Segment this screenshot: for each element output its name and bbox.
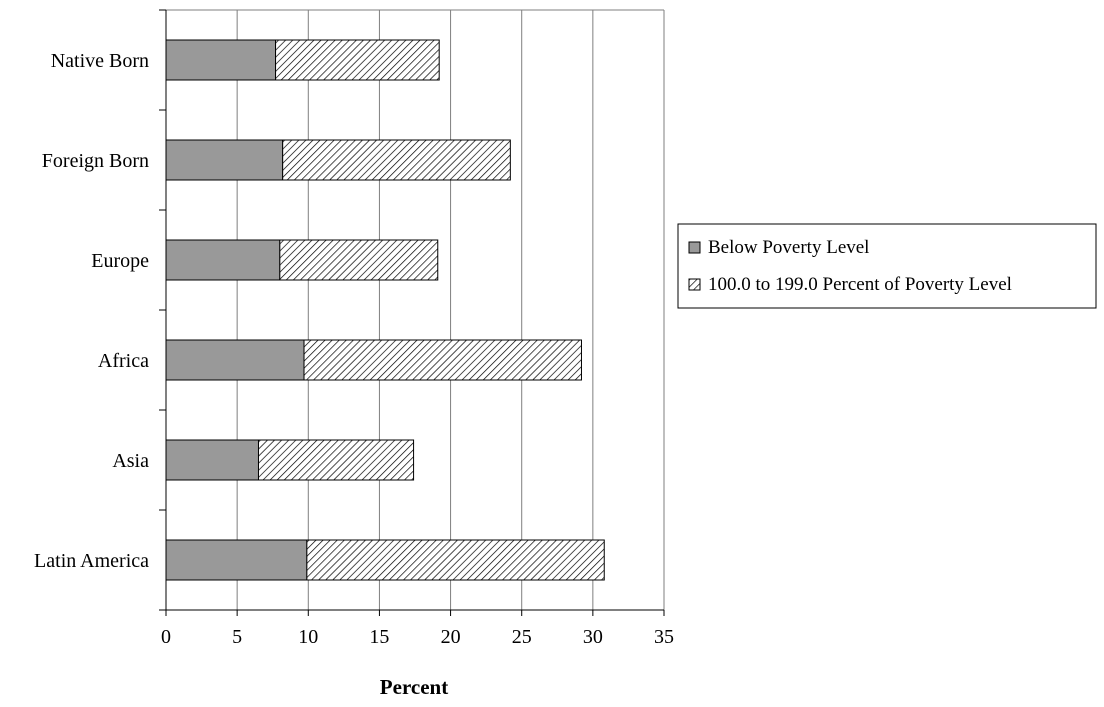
bars <box>165 39 605 581</box>
bar-asia-series-0 <box>165 439 259 481</box>
grid <box>166 9 665 610</box>
bar-asia-series-1 <box>257 439 415 481</box>
y-tick-label-latin-america: Latin America <box>34 550 149 572</box>
y-tick-label-native-born: Native Born <box>51 50 149 72</box>
legend-label-below-poverty: Below Poverty Level <box>708 237 869 258</box>
y-tick-label-foreign-born: Foreign Born <box>42 150 149 172</box>
x-tick-label-5: 5 <box>232 626 242 648</box>
tick-labels: 0 5 10 15 20 25 30 35 Native Born Foreign Born Eur… <box>34 50 674 648</box>
y-tick-label-europe: Europe <box>91 250 149 272</box>
bar-native-born-series-1 <box>275 39 440 81</box>
bar-latin-america-series-0 <box>165 539 308 581</box>
bar-europe-series-0 <box>165 239 281 281</box>
x-tick-label-0: 0 <box>161 626 171 648</box>
legend: Below Poverty Level 100.0 to 199.0 Perce… <box>677 223 1097 309</box>
bar-foreign-born-series-1 <box>282 139 511 181</box>
x-tick-label-20: 20 <box>441 626 461 648</box>
x-tick-label-35: 35 <box>654 626 674 648</box>
legend-label-100-199-percent: 100.0 to 199.0 Percent of Poverty Level <box>708 274 1012 295</box>
bar-latin-america-series-1 <box>306 539 605 581</box>
legend-box <box>677 223 1097 309</box>
x-tick-label-15: 15 <box>369 626 389 648</box>
x-tick-label-25: 25 <box>512 626 532 648</box>
legend-swatch-100-199-percent <box>688 278 701 291</box>
axes <box>159 9 665 616</box>
bar-africa-series-0 <box>165 339 305 381</box>
x-tick-label-10: 10 <box>298 626 318 648</box>
x-tick-label-30: 30 <box>583 626 603 648</box>
y-tick-label-asia: Asia <box>112 450 149 472</box>
y-tick-label-africa: Africa <box>98 350 149 372</box>
bar-foreign-born-series-0 <box>165 139 284 181</box>
bar-africa-series-1 <box>303 339 582 381</box>
x-axis-title: Percent <box>380 675 448 699</box>
bar-europe-series-1 <box>279 239 439 281</box>
bar-native-born-series-0 <box>165 39 277 81</box>
legend-swatch-below-poverty <box>688 241 701 254</box>
